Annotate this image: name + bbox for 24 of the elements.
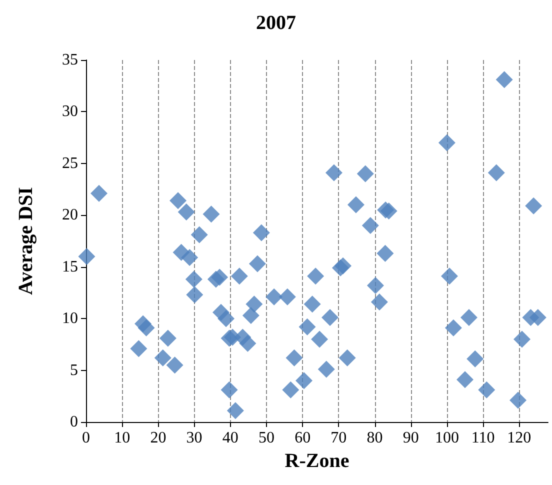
y-tick-label: 30 — [62, 103, 78, 120]
x-tick-label: 50 — [258, 430, 274, 446]
x-tick-label: 0 — [82, 430, 90, 446]
x-axis-title: R-Zone — [284, 450, 350, 472]
y-tick-label: 0 — [70, 414, 78, 430]
y-tick-label: 25 — [62, 154, 78, 172]
x-tick-label: 110 — [471, 430, 495, 446]
y-tick-label: 5 — [70, 362, 78, 379]
x-tick-label: 20 — [150, 430, 166, 446]
x-tick-label: 100 — [434, 430, 459, 446]
y-axis-title: Average DSI — [15, 186, 37, 295]
y-tick-label: 20 — [62, 206, 78, 224]
x-tick-label: 40 — [222, 430, 238, 446]
x-tick-label: 70 — [330, 430, 347, 446]
x-tick-label: 80 — [366, 430, 383, 446]
x-tick-label: 10 — [114, 430, 130, 446]
y-tick-label: 35 — [62, 52, 78, 68]
x-tick-label: 30 — [186, 430, 202, 446]
x-tick-label: 60 — [294, 430, 311, 446]
y-tick-label: 15 — [62, 258, 78, 276]
chart-title: 2007 — [256, 12, 296, 34]
y-tick-label: 10 — [62, 310, 78, 328]
x-tick-label: 120 — [507, 430, 532, 446]
x-tick-label: 90 — [402, 430, 419, 446]
